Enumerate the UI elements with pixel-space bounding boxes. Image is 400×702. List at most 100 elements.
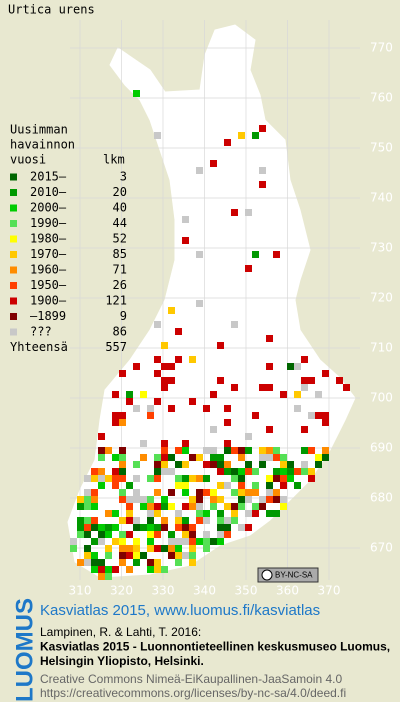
occurrence-square bbox=[189, 524, 196, 531]
occurrence-square bbox=[252, 468, 259, 475]
occurrence-square bbox=[245, 468, 252, 475]
occurrence-square bbox=[119, 489, 126, 496]
occurrence-square bbox=[245, 265, 252, 272]
occurrence-square bbox=[161, 545, 168, 552]
labels: 770 760 750 740 730 720 710 700 690 680 670 310 320 3… bbox=[69, 41, 393, 598]
total-label: Yhteensä bbox=[10, 340, 68, 354]
occurrence-square bbox=[231, 321, 238, 328]
occurrence-square bbox=[161, 454, 168, 461]
occurrence-square bbox=[147, 531, 154, 538]
occurrence-square bbox=[154, 370, 161, 377]
y-label: 710 bbox=[370, 341, 393, 355]
occurrence-square bbox=[175, 475, 182, 482]
y-label: 740 bbox=[370, 191, 393, 205]
occurrence-square bbox=[84, 496, 91, 503]
occurrence-square bbox=[112, 566, 119, 573]
occurrence-square bbox=[245, 524, 252, 531]
occurrence-square bbox=[238, 482, 245, 489]
occurrence-square bbox=[217, 510, 224, 517]
x-label: 350 bbox=[235, 584, 258, 598]
occurrence-square bbox=[217, 538, 224, 545]
occurrence-square bbox=[315, 454, 322, 461]
occurrence-square bbox=[217, 377, 224, 384]
occurrence-square bbox=[322, 419, 329, 426]
occurrence-square bbox=[112, 538, 119, 545]
occurrence-square bbox=[77, 531, 84, 538]
y-label: 770 bbox=[370, 41, 393, 55]
legend-swatch bbox=[10, 251, 17, 258]
occurrence-square bbox=[273, 510, 280, 517]
license-badge: BY-NC-SA bbox=[257, 567, 319, 583]
occurrence-square bbox=[266, 426, 273, 433]
occurrence-square bbox=[182, 552, 189, 559]
legend-swatch bbox=[10, 189, 17, 196]
occurrence-square bbox=[182, 524, 189, 531]
occurrence-square bbox=[182, 461, 189, 468]
badge-box bbox=[257, 567, 319, 583]
occurrence-square bbox=[231, 209, 238, 216]
occurrence-square bbox=[154, 531, 161, 538]
occurrence-square bbox=[245, 489, 252, 496]
occurrence-square bbox=[147, 496, 154, 503]
occurrence-square bbox=[217, 468, 224, 475]
occurrence-square bbox=[154, 461, 161, 468]
occurrence-square bbox=[105, 531, 112, 538]
occurrence-square bbox=[203, 475, 210, 482]
occurrence-square bbox=[168, 377, 175, 384]
x-label: 330 bbox=[152, 584, 175, 598]
legend-count: 40 bbox=[113, 201, 127, 215]
occurrence-square bbox=[322, 447, 329, 454]
occurrence-square bbox=[98, 454, 105, 461]
occurrence-square bbox=[98, 482, 105, 489]
occurrence-square bbox=[308, 412, 315, 419]
occurrence-square bbox=[154, 489, 161, 496]
occurrence-square bbox=[224, 405, 231, 412]
occurrences bbox=[70, 90, 350, 580]
occurrence-square bbox=[224, 419, 231, 426]
occurrence-square bbox=[154, 559, 161, 566]
occurrence-square bbox=[175, 552, 182, 559]
occurrence-square bbox=[119, 545, 126, 552]
occurrence-square bbox=[210, 489, 217, 496]
occurrence-square bbox=[77, 496, 84, 503]
occurrence-square bbox=[217, 461, 224, 468]
occurrence-square bbox=[105, 475, 112, 482]
occurrence-square bbox=[315, 391, 322, 398]
occurrence-square bbox=[105, 524, 112, 531]
occurrence-square bbox=[98, 531, 105, 538]
occurrence-square bbox=[301, 461, 308, 468]
legend-swatch bbox=[10, 282, 17, 289]
occurrence-square bbox=[168, 552, 175, 559]
occurrence-square bbox=[238, 132, 245, 139]
occurrence-square bbox=[203, 531, 210, 538]
occurrence-square bbox=[147, 545, 154, 552]
occurrence-square bbox=[224, 139, 231, 146]
occurrence-square bbox=[91, 475, 98, 482]
occurrence-square bbox=[98, 433, 105, 440]
occurrence-square bbox=[294, 363, 301, 370]
occurrence-square bbox=[161, 503, 168, 510]
species-title: Urtica urens bbox=[8, 3, 95, 17]
occurrence-square bbox=[105, 566, 112, 573]
occurrence-square bbox=[231, 384, 238, 391]
occurrence-square bbox=[91, 552, 98, 559]
occurrence-square bbox=[91, 517, 98, 524]
occurrence-square bbox=[161, 377, 168, 384]
occurrence-square bbox=[280, 468, 287, 475]
occurrence-square bbox=[238, 496, 245, 503]
occurrence-square bbox=[98, 475, 105, 482]
occurrence-square bbox=[182, 216, 189, 223]
total-count: 557 bbox=[105, 340, 127, 354]
occurrence-square bbox=[196, 300, 203, 307]
occurrence-square bbox=[119, 552, 126, 559]
occurrence-square bbox=[196, 517, 203, 524]
occurrence-square bbox=[266, 335, 273, 342]
occurrence-square bbox=[217, 531, 224, 538]
occurrence-square bbox=[84, 517, 91, 524]
occurrence-square bbox=[175, 461, 182, 468]
occurrence-square bbox=[252, 482, 259, 489]
occurrence-square bbox=[224, 482, 231, 489]
occurrence-square bbox=[147, 538, 154, 545]
occurrence-square bbox=[70, 538, 77, 545]
occurrence-square bbox=[231, 517, 238, 524]
